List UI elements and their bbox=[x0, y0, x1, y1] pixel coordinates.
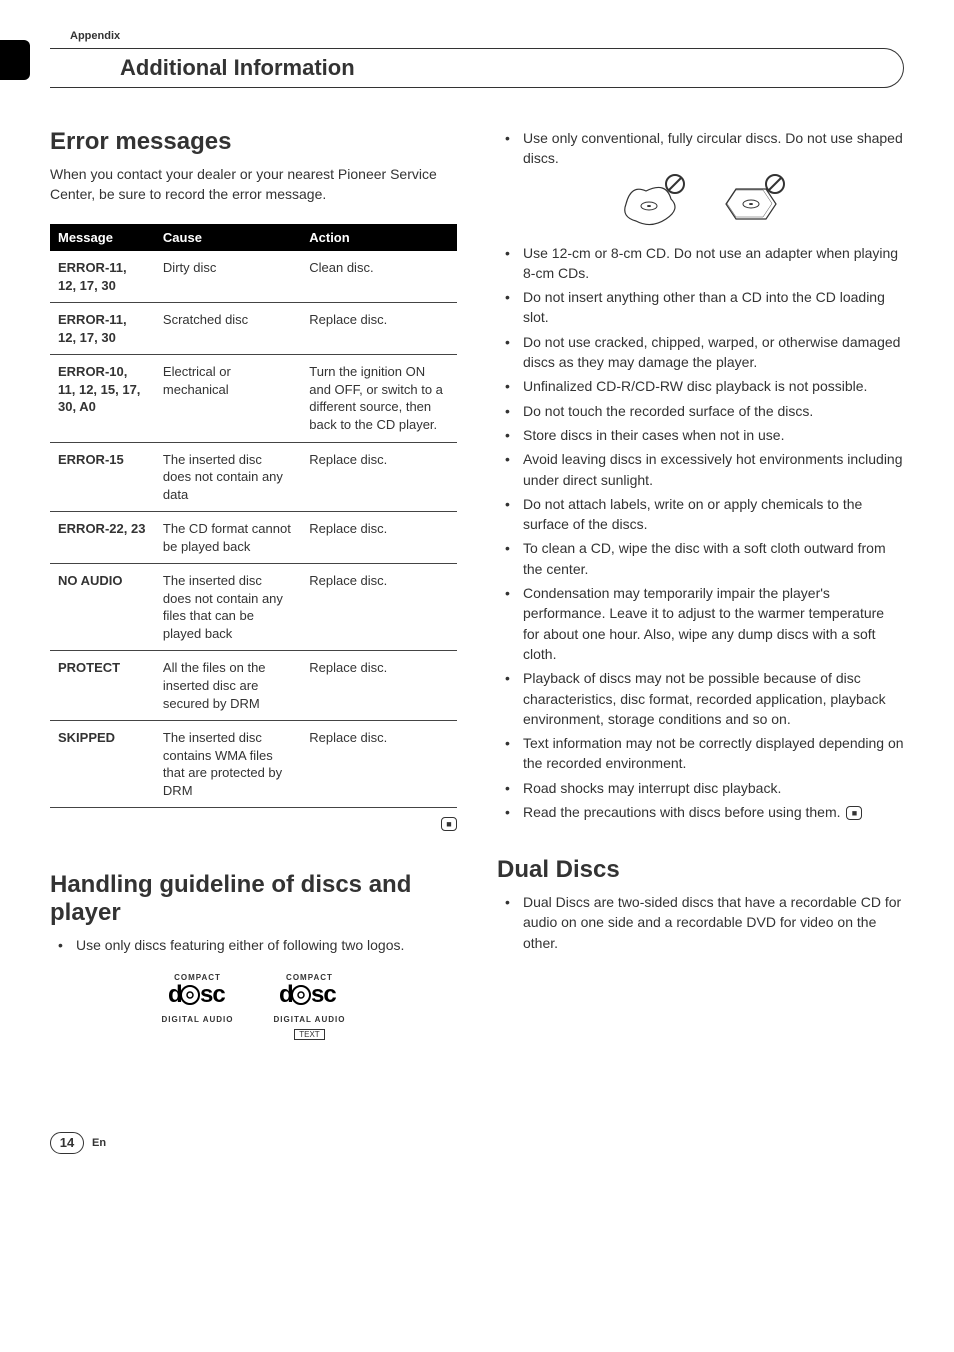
page-title: Additional Information bbox=[120, 55, 903, 81]
cell-msg: ERROR-22, 23 bbox=[50, 512, 155, 564]
list-item: Condensation may temporarily impair the … bbox=[497, 583, 904, 664]
cell-cause: The inserted disc contains WMA files tha… bbox=[155, 721, 301, 808]
svg-text:d: d bbox=[168, 982, 182, 1008]
table-row: NO AUDIO The inserted disc does not cont… bbox=[50, 564, 457, 651]
col-cause: Cause bbox=[155, 224, 301, 251]
cell-cause: The CD format cannot be played back bbox=[155, 512, 301, 564]
title-box: Additional Information bbox=[50, 48, 904, 88]
handling-bullets: Use 12-cm or 8-cm CD. Do not use an adap… bbox=[497, 243, 904, 823]
col-message: Message bbox=[50, 224, 155, 251]
cell-action: Replace disc. bbox=[301, 303, 457, 355]
cell-msg: SKIPPED bbox=[50, 721, 155, 808]
list-item: Use 12-cm or 8-cm CD. Do not use an adap… bbox=[497, 243, 904, 284]
list-item: Avoid leaving discs in excessively hot e… bbox=[497, 449, 904, 490]
cell-action: Replace disc. bbox=[301, 512, 457, 564]
cell-msg: ERROR-15 bbox=[50, 442, 155, 512]
list-item: Do not insert anything other than a CD i… bbox=[497, 287, 904, 328]
prohibit-icon bbox=[764, 173, 786, 195]
list-item: Do not use cracked, chipped, warped, or … bbox=[497, 332, 904, 373]
cell-msg: NO AUDIO bbox=[50, 564, 155, 651]
list-item: Unfinalized CD-R/CD-RW disc playback is … bbox=[497, 376, 904, 396]
page-number: 14 bbox=[50, 1132, 84, 1154]
cell-msg: ERROR-10, 11, 12, 15, 17, 30, A0 bbox=[50, 355, 155, 442]
cell-cause: Electrical or mechanical bbox=[155, 355, 301, 442]
list-item: Read the precautions with discs before u… bbox=[497, 802, 904, 822]
shaped-disc-figure bbox=[497, 179, 904, 229]
list-item: To clean a CD, wipe the disc with a soft… bbox=[497, 538, 904, 579]
table-row: ERROR-11, 12, 17, 30 Scratched disc Repl… bbox=[50, 303, 457, 355]
table-row: ERROR-22, 23 The CD format cannot be pla… bbox=[50, 512, 457, 564]
section-end-mark: ■ bbox=[846, 806, 862, 820]
cd-logo-text-icon: COMPACT d sc DIGITAL AUDIO TEXT bbox=[274, 973, 346, 1042]
list-item: Dual Discs are two-sided discs that have… bbox=[497, 892, 904, 953]
cell-msg: ERROR-11, 12, 17, 30 bbox=[50, 251, 155, 303]
cell-cause: Scratched disc bbox=[155, 303, 301, 355]
right-column: Use only conventional, fully circular di… bbox=[497, 128, 904, 1052]
cell-cause: The inserted disc does not contain any f… bbox=[155, 564, 301, 651]
section-end-mark: ■ bbox=[50, 814, 457, 831]
disc-glyph-icon: d sc bbox=[279, 982, 339, 1008]
handling-heading: Handling guideline of discs and player bbox=[50, 871, 457, 926]
error-messages-intro: When you contact your dealer or your nea… bbox=[50, 164, 457, 205]
svg-text:d: d bbox=[279, 982, 293, 1008]
cd-logo-row: COMPACT d sc DIGITAL AUDIO COMPACT bbox=[50, 973, 457, 1042]
list-item: Do not attach labels, write on or apply … bbox=[497, 494, 904, 535]
wavy-disc-icon bbox=[616, 179, 686, 229]
bullet-text: Read the precautions with discs before u… bbox=[523, 804, 841, 820]
cell-action: Replace disc. bbox=[301, 442, 457, 512]
col-action: Action bbox=[301, 224, 457, 251]
cell-cause: The inserted disc does not contain any d… bbox=[155, 442, 301, 512]
prohibit-icon bbox=[664, 173, 686, 195]
table-row: ERROR-15 The inserted disc does not cont… bbox=[50, 442, 457, 512]
cell-cause: Dirty disc bbox=[155, 251, 301, 303]
list-item: Use only discs featuring either of follo… bbox=[50, 935, 457, 955]
left-column: Error messages When you contact your dea… bbox=[50, 128, 457, 1052]
cell-cause: All the files on the inserted disc are s… bbox=[155, 651, 301, 721]
appendix-label: Appendix bbox=[70, 30, 904, 42]
svg-text:sc: sc bbox=[311, 982, 336, 1008]
cell-action: Replace disc. bbox=[301, 564, 457, 651]
cell-action: Clean disc. bbox=[301, 251, 457, 303]
list-item: Text information may not be correctly di… bbox=[497, 733, 904, 774]
svg-text:sc: sc bbox=[200, 982, 225, 1008]
disc-glyph-icon: d sc bbox=[168, 982, 228, 1008]
list-item: Use only conventional, fully circular di… bbox=[497, 128, 904, 169]
error-messages-heading: Error messages bbox=[50, 128, 457, 156]
error-table: Message Cause Action ERROR-11, 12, 17, 3… bbox=[50, 224, 457, 808]
hex-disc-icon bbox=[716, 179, 786, 229]
cell-msg: PROTECT bbox=[50, 651, 155, 721]
cell-msg: ERROR-11, 12, 17, 30 bbox=[50, 303, 155, 355]
table-row: PROTECT All the files on the inserted di… bbox=[50, 651, 457, 721]
list-item: Do not touch the recorded surface of the… bbox=[497, 401, 904, 421]
side-tab bbox=[0, 40, 30, 80]
cell-action: Replace disc. bbox=[301, 721, 457, 808]
list-item: Road shocks may interrupt disc playback. bbox=[497, 778, 904, 798]
dual-discs-heading: Dual Discs bbox=[497, 856, 904, 884]
cell-action: Replace disc. bbox=[301, 651, 457, 721]
cd-logo-icon: COMPACT d sc DIGITAL AUDIO bbox=[162, 973, 234, 1042]
table-row: SKIPPED The inserted disc contains WMA f… bbox=[50, 721, 457, 808]
table-row: ERROR-11, 12, 17, 30 Dirty disc Clean di… bbox=[50, 251, 457, 303]
list-item: Playback of discs may not be possible be… bbox=[497, 668, 904, 729]
lang-label: En bbox=[92, 1137, 106, 1149]
page-footer: 14 En bbox=[50, 1132, 904, 1154]
table-row: ERROR-10, 11, 12, 15, 17, 30, A0 Electri… bbox=[50, 355, 457, 442]
cell-action: Turn the ignition ON and OFF, or switch … bbox=[301, 355, 457, 442]
list-item: Store discs in their cases when not in u… bbox=[497, 425, 904, 445]
